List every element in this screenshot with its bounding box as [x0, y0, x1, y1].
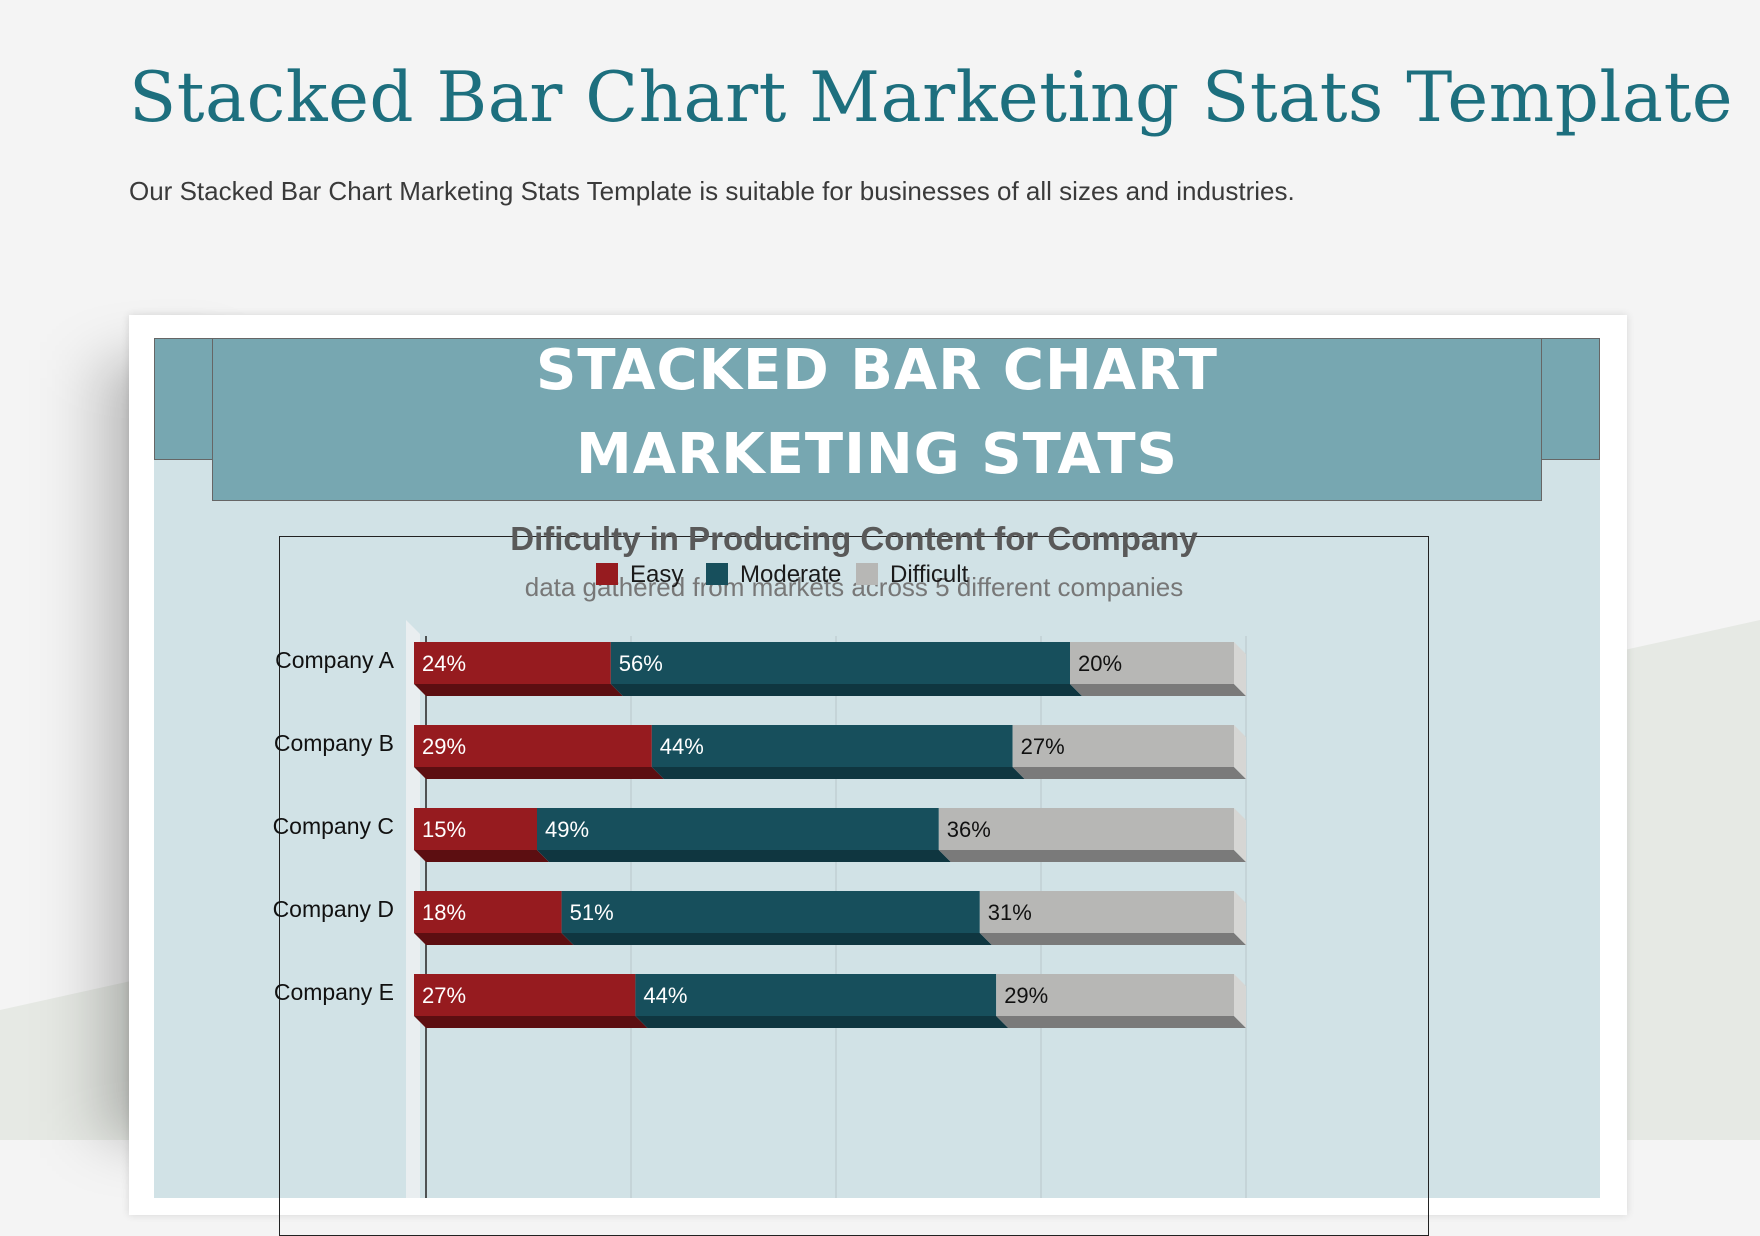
data-label: 27%: [1021, 734, 1065, 759]
bar-side-face: [1234, 974, 1246, 1028]
bar-segment-difficult: [979, 891, 1234, 933]
page-title: Stacked Bar Chart Marketing Stats Templa…: [129, 58, 1734, 138]
bar-bottom-face: [979, 933, 1246, 945]
bar-bottom-face: [651, 767, 1025, 779]
data-label: 44%: [643, 983, 687, 1008]
banner-title-line2: MARKETING STATS: [576, 422, 1178, 487]
bar-bottom-face: [561, 933, 992, 945]
bar-bottom-face: [537, 850, 951, 862]
data-label: 31%: [988, 900, 1032, 925]
data-label: 18%: [422, 900, 466, 925]
category-label: Company A: [275, 647, 395, 673]
legend-label-moderate: Moderate: [740, 561, 841, 588]
bar-bottom-face: [414, 767, 664, 779]
bar-segment-difficult: [1012, 725, 1234, 767]
bar-bottom-face: [610, 684, 1082, 696]
data-label: 44%: [660, 734, 704, 759]
bar-side-face: [1234, 642, 1246, 696]
category-label: Company B: [274, 730, 394, 756]
data-label: 20%: [1078, 651, 1122, 676]
bar-segment-moderate: [561, 891, 980, 933]
bar-bottom-face: [414, 933, 574, 945]
banner-title-line1: STACKED BAR CHART: [536, 338, 1218, 403]
data-label: 29%: [422, 734, 466, 759]
bar-segment-difficult: [996, 974, 1234, 1016]
page-subtitle: Our Stacked Bar Chart Marketing Stats Te…: [129, 176, 1295, 206]
bar-segment-moderate: [610, 642, 1070, 684]
category-label: Company E: [274, 979, 394, 1005]
bar-side-face: [1234, 808, 1246, 862]
bar-side-face: [1234, 891, 1246, 945]
bar-segment-difficult: [1070, 642, 1234, 684]
bar-segment-moderate: [651, 725, 1013, 767]
bar-segment-easy: [414, 808, 537, 850]
template-preview-card[interactable]: STACKED BAR CHART MARKETING STATS Dificu…: [129, 315, 1627, 1236]
data-label: 15%: [422, 817, 466, 842]
bar-segment-easy: [414, 974, 636, 1016]
bar-segment-moderate: [635, 974, 997, 1016]
bar-bottom-face: [938, 850, 1246, 862]
data-label: 51%: [570, 900, 614, 925]
bar-bottom-face: [1070, 684, 1246, 696]
chart-subtitle: data gathered from markets across 5 diff…: [524, 572, 1184, 602]
data-label: 36%: [947, 817, 991, 842]
bar-bottom-face: [414, 1016, 648, 1028]
banner-ribbon: [212, 338, 1542, 501]
data-label: 56%: [619, 651, 663, 676]
data-label: 27%: [422, 983, 466, 1008]
bar-bottom-face: [414, 684, 623, 696]
data-label: 29%: [1004, 983, 1048, 1008]
bar-bottom-face: [635, 1016, 1009, 1028]
category-label: Company D: [273, 896, 394, 922]
legend-swatch-easy: [596, 563, 618, 585]
bar-bottom-face: [1012, 767, 1246, 779]
legend-label-difficult: Difficult: [890, 561, 969, 588]
bar-segment-easy: [414, 725, 652, 767]
bar-side-face: [1234, 725, 1246, 779]
bar-segment-easy: [414, 642, 611, 684]
bar-bottom-face: [414, 850, 549, 862]
data-label: 49%: [545, 817, 589, 842]
chart-sheet: STACKED BAR CHART MARKETING STATS Dificu…: [154, 338, 1600, 1236]
bar-segment-easy: [414, 891, 562, 933]
legend-label-easy: Easy: [630, 561, 683, 588]
legend-swatch-moderate: [706, 563, 728, 585]
stacked-bar-chart: Easy Moderate Difficult Company A 24% 56% 20% C…: [273, 561, 1247, 1198]
bar-segment-moderate: [537, 808, 939, 850]
bar-bottom-face: [996, 1016, 1246, 1028]
chart-title: Dificulty in Producing Content for Compa…: [510, 520, 1198, 557]
legend-swatch-difficult: [856, 563, 878, 585]
category-label: Company C: [273, 813, 394, 839]
data-label: 24%: [422, 651, 466, 676]
bar-segment-difficult: [938, 808, 1234, 850]
